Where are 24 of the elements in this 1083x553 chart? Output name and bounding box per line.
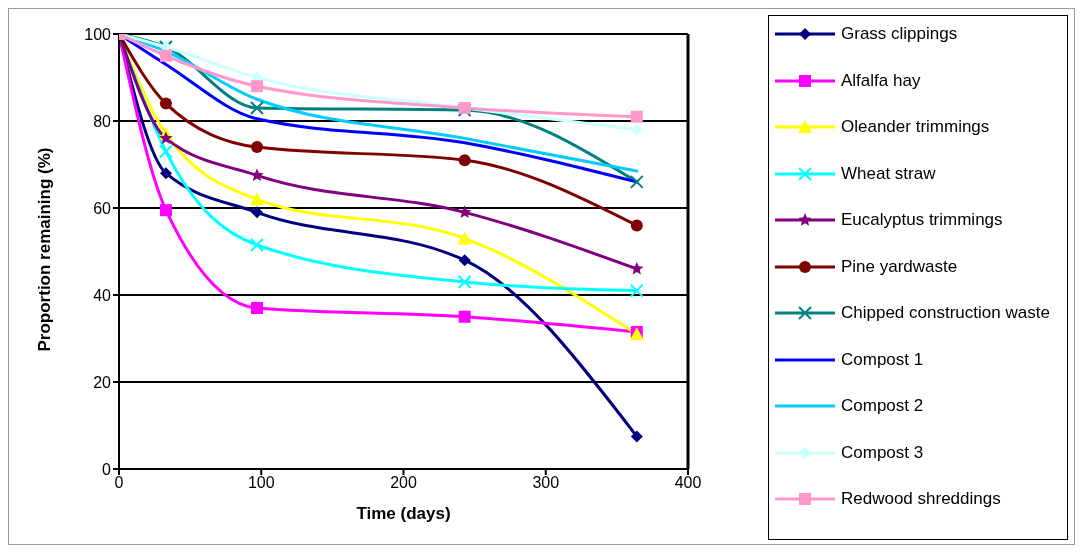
y-tick-label: 100: [84, 25, 112, 43]
legend-label: Compost 3: [841, 442, 924, 463]
x-tick-label: 300: [532, 474, 560, 492]
legend-label: Oleander trimmings: [841, 117, 990, 137]
x-tick-label: 200: [390, 474, 417, 492]
y-axis-title: Proportion remaining (%): [35, 147, 55, 352]
legend-label: Compost 2: [841, 396, 924, 416]
x-tick-label: 400: [674, 474, 702, 492]
y-tick-label: 40: [93, 286, 112, 304]
y-tick-label: 0: [102, 460, 112, 478]
legend-label: Wheat straw: [841, 163, 936, 184]
x-axis-title: Time (days): [356, 504, 451, 523]
x-tick-label: 100: [247, 474, 275, 492]
legend-label: Compost 1: [841, 349, 924, 370]
y-tick-label: 60: [93, 199, 112, 217]
legend-label: Pine yardwaste: [841, 256, 958, 277]
legend-label: Chipped construction waste: [841, 303, 1050, 323]
legend-label: Redwood shreddings: [841, 489, 1001, 509]
legend-label: Grass clippings: [841, 24, 958, 44]
y-tick-label: 80: [93, 112, 112, 130]
x-tick-label: 0: [114, 474, 124, 492]
legend-label: Alfalfa hay: [841, 70, 921, 91]
legend-label: Eucalyptus trimmings: [841, 210, 1003, 230]
y-tick-label: 20: [93, 373, 112, 391]
